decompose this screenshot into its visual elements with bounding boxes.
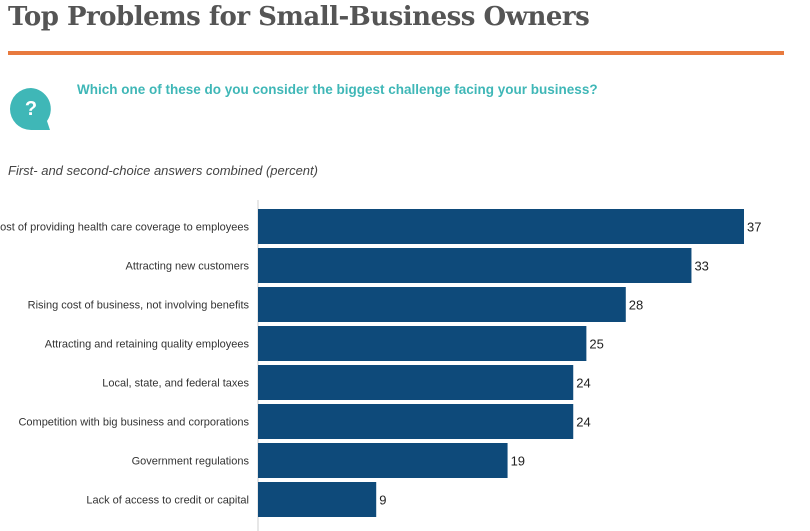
bar	[258, 482, 377, 517]
bar	[258, 443, 508, 478]
category-label: Government regulations	[132, 456, 250, 468]
bar-chart: Cost of providing health care coverage t…	[0, 200, 761, 531]
value-label: 33	[694, 259, 708, 274]
bar	[258, 365, 574, 400]
value-label: 24	[576, 376, 590, 391]
category-label: Competition with big business and corpor…	[18, 417, 249, 429]
value-label: 24	[576, 415, 590, 430]
value-label: 25	[589, 337, 603, 352]
category-label: Cost of providing health care coverage t…	[0, 222, 249, 234]
page-title: Top Problems for Small-Business Owners	[8, 2, 590, 32]
survey-question: Which one of these do you consider the b…	[77, 82, 598, 97]
bar	[258, 209, 744, 244]
category-label: Local, state, and federal taxes	[102, 378, 249, 390]
bar	[258, 287, 626, 322]
category-label: Attracting and retaining quality employe…	[45, 339, 250, 351]
bar	[258, 248, 692, 283]
value-label: 9	[379, 493, 386, 508]
category-label: Attracting new customers	[126, 261, 250, 273]
value-label: 37	[747, 220, 761, 235]
bar	[258, 404, 574, 439]
accent-rule	[8, 51, 784, 55]
chart-subtitle: First- and second-choice answers combine…	[8, 163, 318, 178]
question-mark-glyph: ?	[25, 98, 37, 120]
value-label: 28	[629, 298, 643, 313]
bar	[258, 326, 587, 361]
question-icon: ?	[10, 88, 51, 130]
value-label: 19	[511, 454, 525, 469]
category-label: Lack of access to credit or capital	[86, 495, 249, 507]
category-label: Rising cost of business, not involving b…	[28, 300, 250, 312]
